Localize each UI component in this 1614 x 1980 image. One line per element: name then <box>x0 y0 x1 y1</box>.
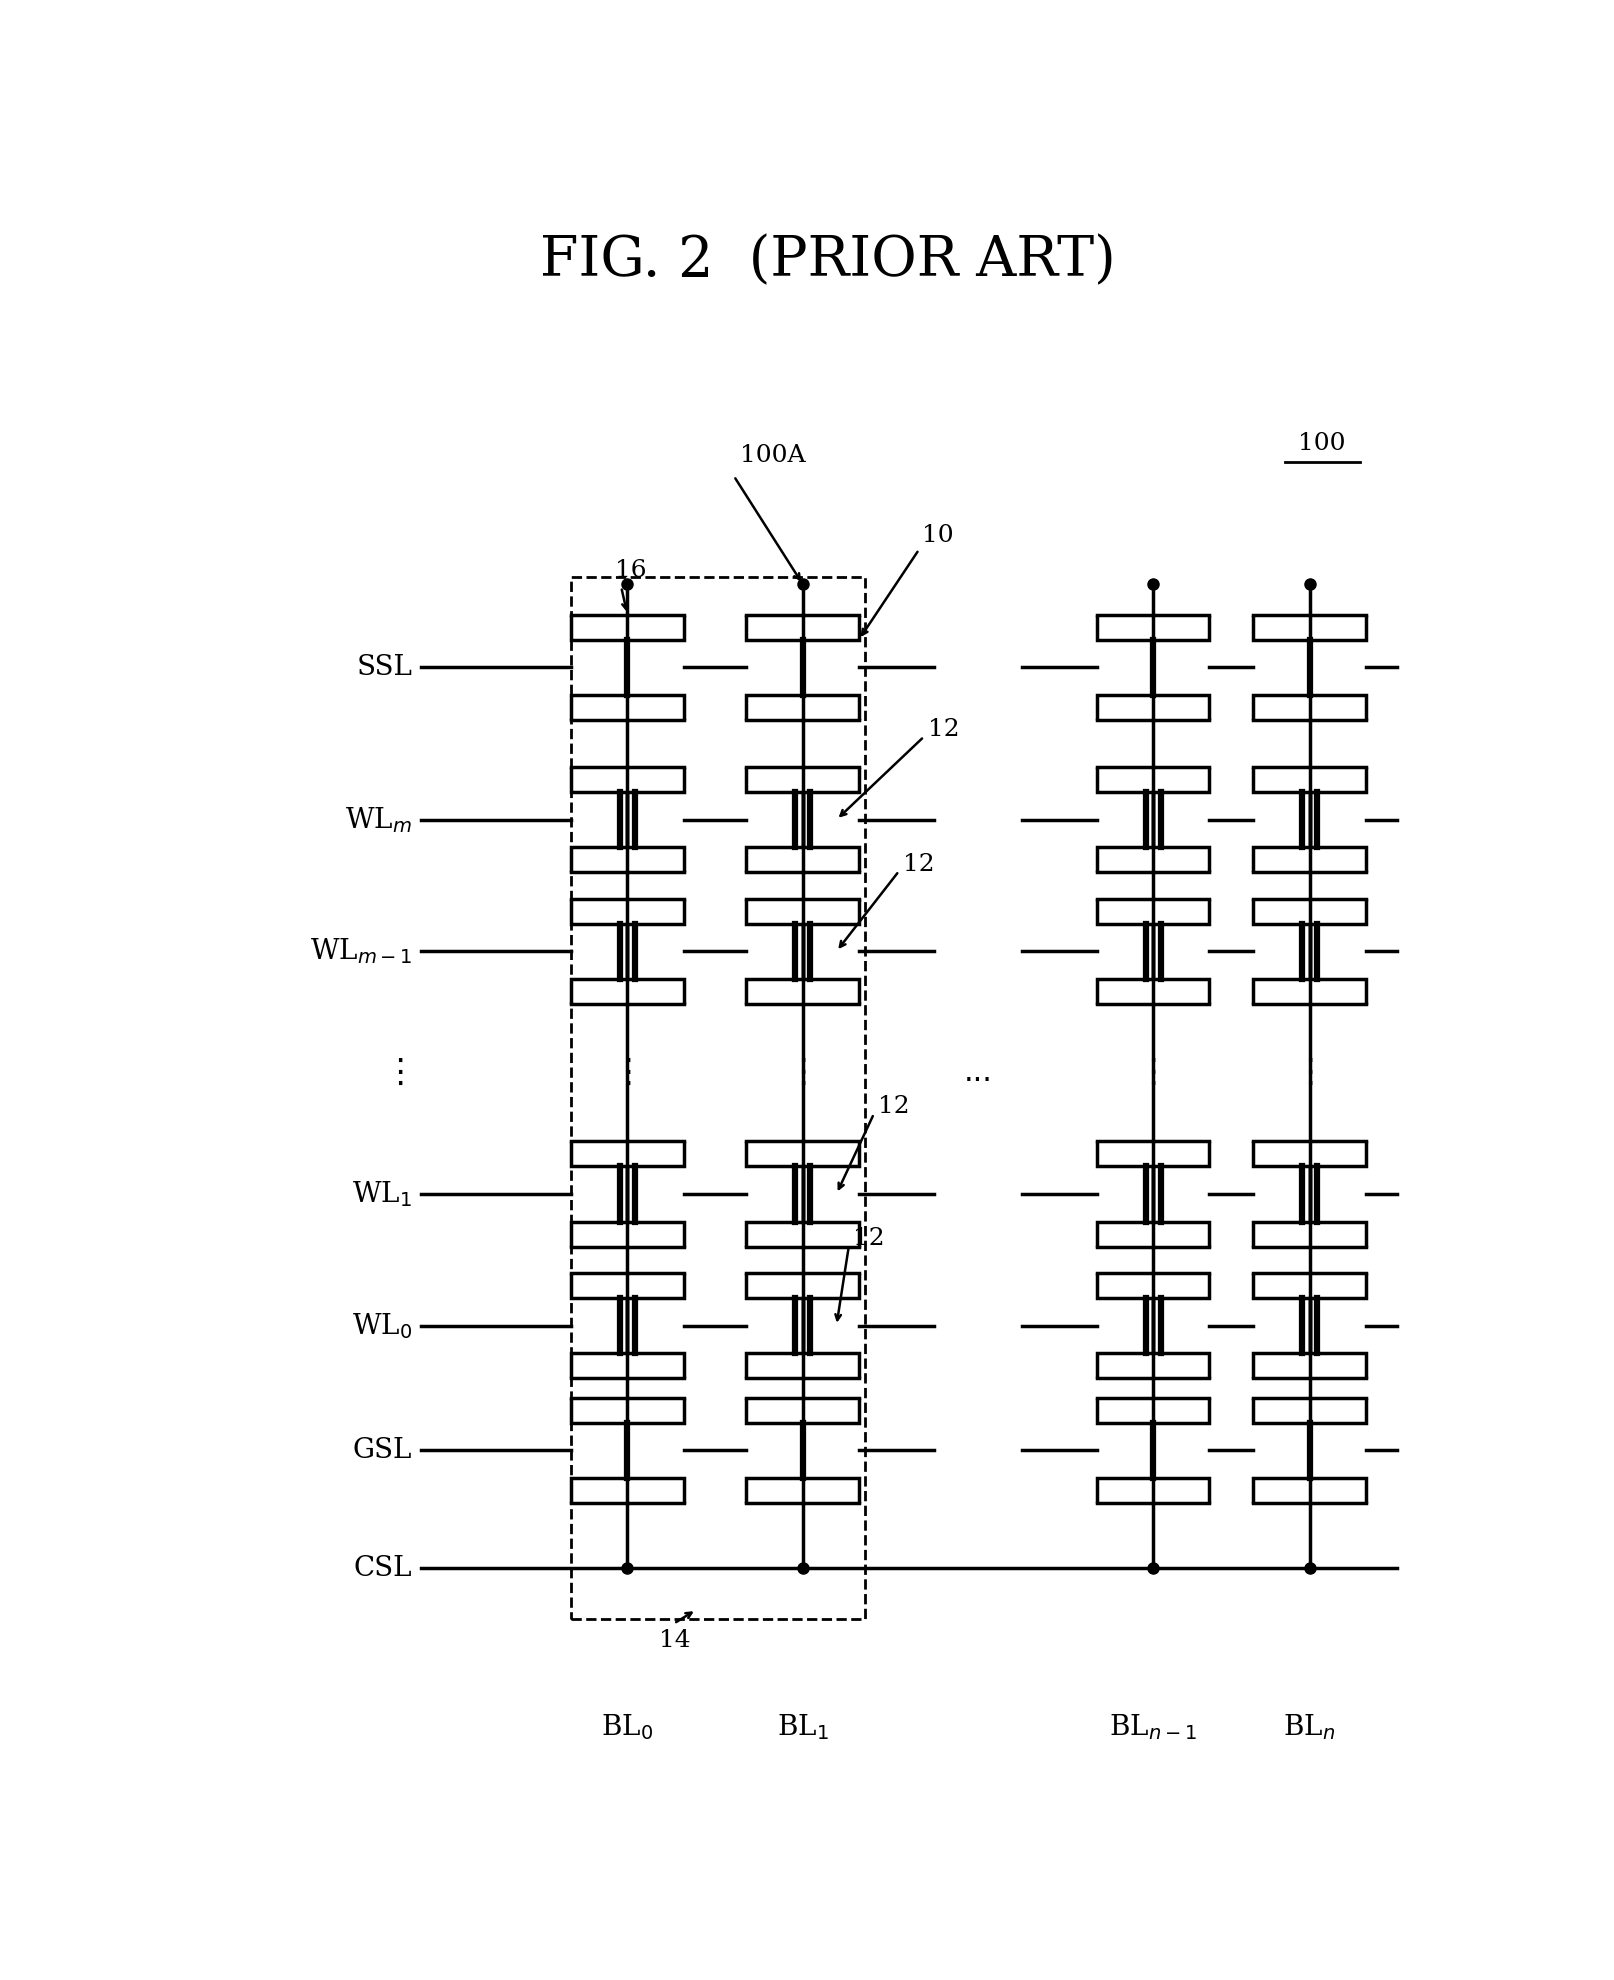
Text: ⋮: ⋮ <box>610 1055 644 1089</box>
Text: 14: 14 <box>659 1630 689 1651</box>
Text: BL$_n$: BL$_n$ <box>1283 1713 1335 1742</box>
Text: GSL: GSL <box>352 1437 412 1463</box>
Text: 100: 100 <box>1298 432 1344 455</box>
Text: BL$_0$: BL$_0$ <box>600 1713 654 1742</box>
Text: 12: 12 <box>878 1095 909 1119</box>
Text: WL$_0$: WL$_0$ <box>352 1311 412 1340</box>
Text: WL$_m$: WL$_m$ <box>345 804 412 836</box>
Text: BL$_1$: BL$_1$ <box>776 1713 828 1742</box>
Text: 100A: 100A <box>739 444 805 467</box>
Text: FIG. 2  (PRIOR ART): FIG. 2 (PRIOR ART) <box>539 234 1115 287</box>
Text: 16: 16 <box>615 558 646 582</box>
Text: 12: 12 <box>852 1228 884 1249</box>
Text: ⋮: ⋮ <box>383 1055 416 1089</box>
Text: 12: 12 <box>926 719 959 741</box>
Text: ⋮: ⋮ <box>1136 1055 1169 1089</box>
Text: ⋮: ⋮ <box>1293 1055 1325 1089</box>
Text: CSL: CSL <box>353 1554 412 1582</box>
Text: ...: ... <box>964 1057 991 1087</box>
Text: 10: 10 <box>922 525 952 546</box>
Text: WL$_{m-1}$: WL$_{m-1}$ <box>310 937 412 966</box>
Text: SSL: SSL <box>357 653 412 681</box>
Text: 12: 12 <box>902 853 935 875</box>
Text: ⋮: ⋮ <box>786 1055 818 1089</box>
Text: BL$_{n-1}$: BL$_{n-1}$ <box>1109 1713 1196 1742</box>
Bar <box>571 578 865 1620</box>
Text: WL$_1$: WL$_1$ <box>352 1178 412 1210</box>
